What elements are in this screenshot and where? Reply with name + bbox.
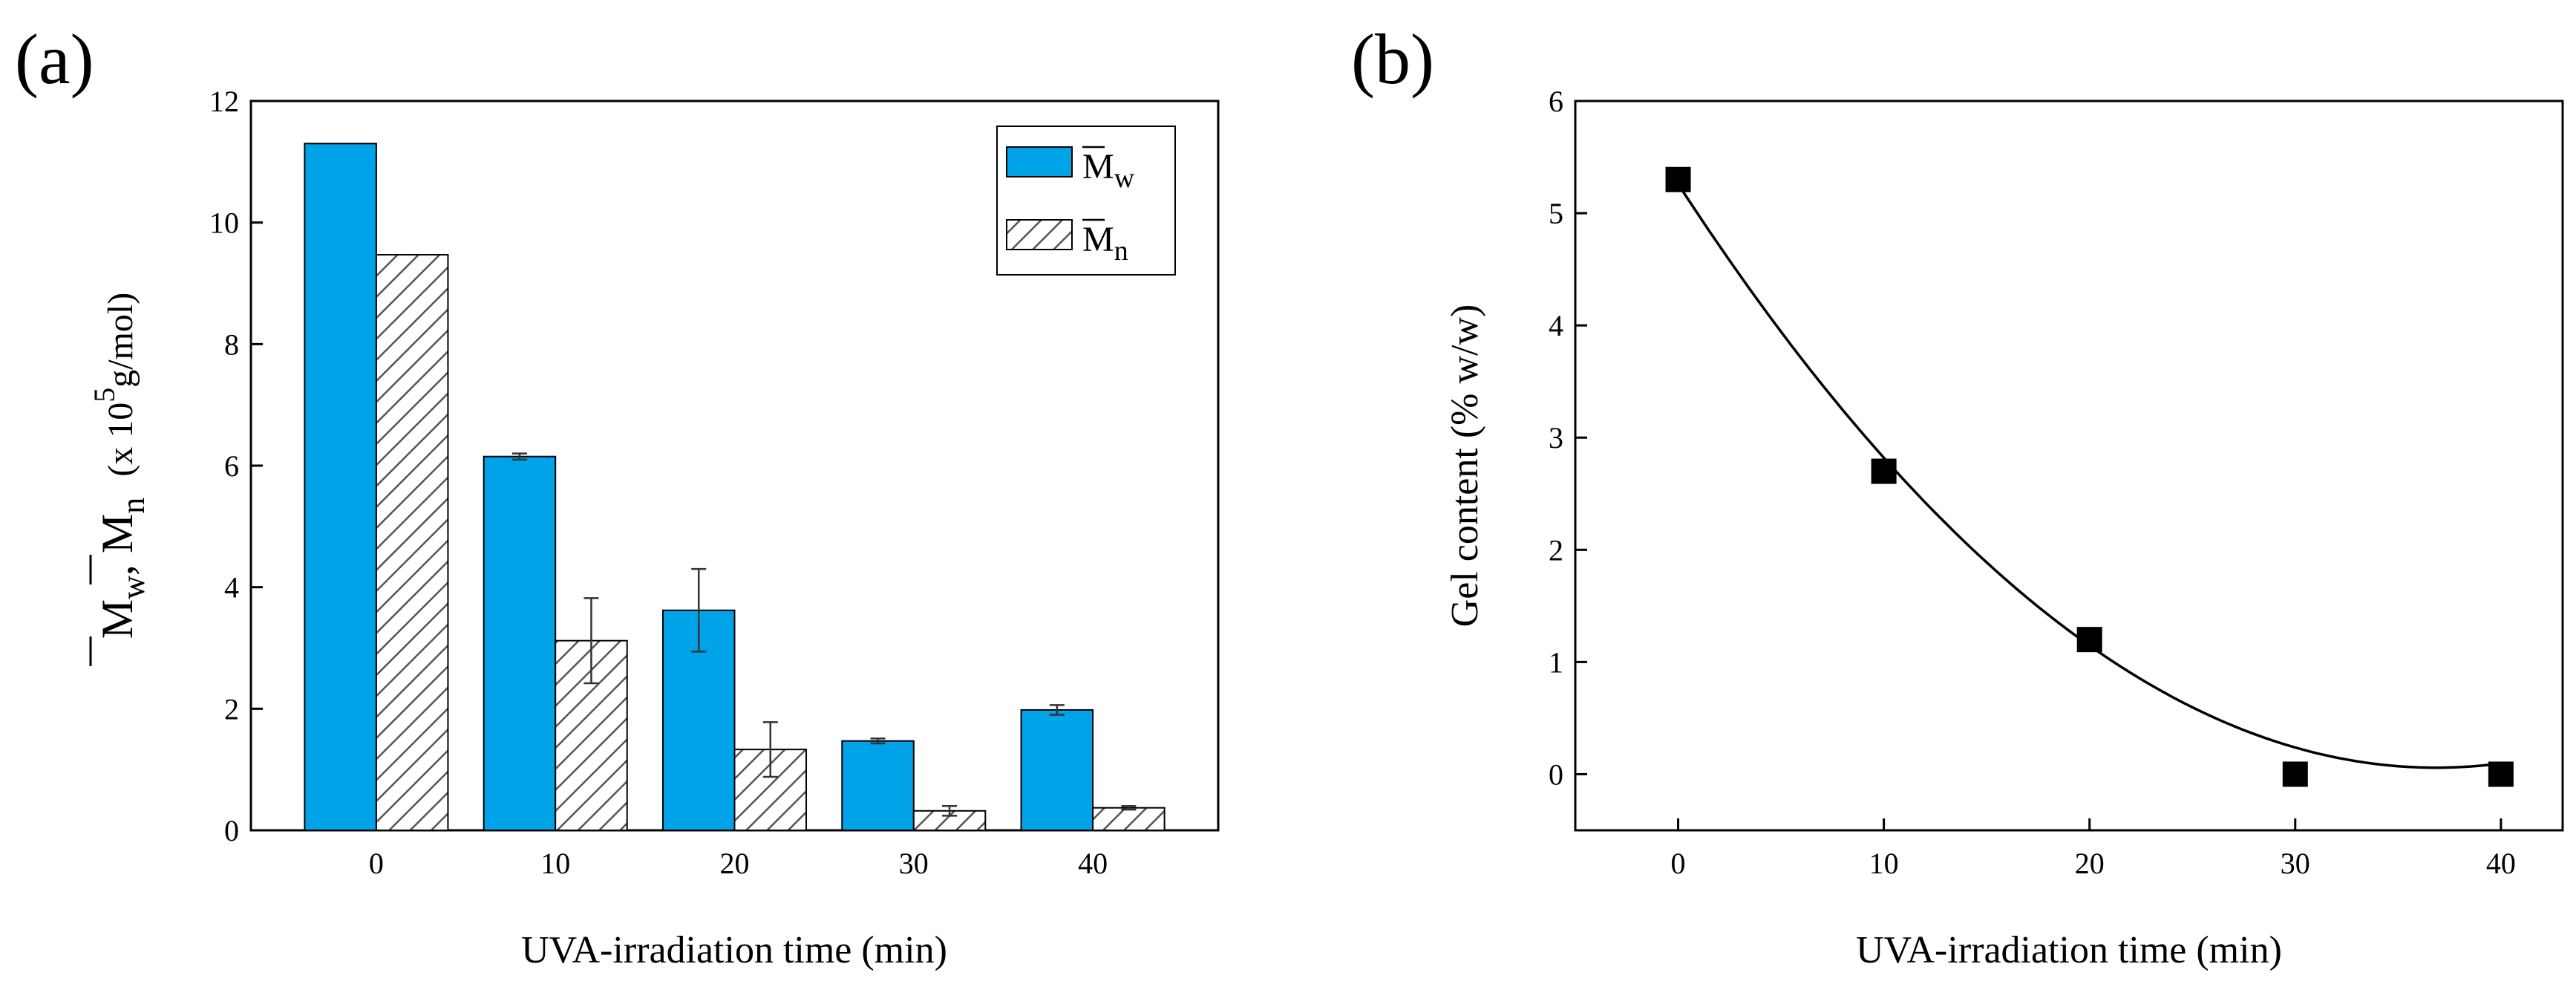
- legend-label-mw: Mw: [1082, 147, 1135, 194]
- bar-mn: [375, 254, 449, 831]
- y-ticks-a: 0 2 4 6 8 10 12: [209, 85, 263, 847]
- bar-mw: [304, 143, 377, 832]
- bar-mw: [483, 455, 557, 831]
- x-tick-label-b: 40: [2486, 847, 2516, 880]
- x-tick-label-a: 30: [899, 847, 929, 880]
- fit-curve-b: [1677, 183, 2502, 769]
- y-axis-title-a: Mw, Mn(x 105g/mol): [88, 293, 151, 666]
- x-tick-label-b: 30: [2281, 847, 2310, 880]
- x-ticks-a: 0 10 20 30 40: [369, 818, 1108, 880]
- bar-mn: [1092, 807, 1166, 832]
- y-tick-label-b: 3: [1549, 421, 1563, 455]
- legend-swatch-mw: [1006, 146, 1073, 177]
- x-ticks-b: 0 10 20 30 40: [1671, 818, 2516, 880]
- bar-mw: [1020, 709, 1094, 831]
- y-tick-label-a: 6: [224, 449, 239, 483]
- y-tick-label-b: 1: [1549, 645, 1563, 679]
- y-tick-label-b: 6: [1549, 85, 1563, 118]
- chart-b: (b) 0 1 2 3 4 5 6 0 10 20 30 40 UVA-irradiation ti…: [1351, 19, 2564, 971]
- y-tick-label-a: 2: [224, 692, 239, 726]
- y-tick-label-b: 4: [1549, 309, 1563, 342]
- panel-label-b: (b): [1351, 19, 1434, 99]
- y-tick-label-b: 5: [1549, 197, 1563, 230]
- points-b: [1665, 166, 2514, 787]
- y-tick-label-a: 10: [209, 206, 239, 240]
- y-axis-title-b: Gel content (% w/w): [1444, 304, 1486, 628]
- x-tick-label-b: 10: [1869, 847, 1899, 880]
- y-ticks-b: 0 1 2 3 4 5 6: [1549, 85, 1587, 791]
- x-tick-label-a: 0: [369, 847, 384, 880]
- y-tick-label-b: 0: [1549, 758, 1563, 791]
- data-point-b: [2488, 761, 2514, 787]
- x-axis-title-a: UVA-irradiation time (min): [521, 929, 947, 971]
- y-tick-label-a: 12: [209, 85, 239, 118]
- chart-a: (a) 0 2 4 6 8 10 12 0 10 20 30 40 Mw Mn UVA-irradi…: [15, 19, 1220, 971]
- y-tick-label-a: 8: [224, 328, 239, 361]
- x-tick-label-a: 10: [540, 847, 570, 880]
- x-tick-label-b: 0: [1671, 847, 1686, 880]
- legend-label-mn: Mn: [1082, 220, 1128, 267]
- legend-a: Mw Mn: [996, 126, 1176, 276]
- y-tick-label-b: 2: [1549, 533, 1563, 567]
- bars-a: [304, 143, 1166, 832]
- x-tick-label-a: 40: [1078, 847, 1108, 880]
- bar-mw: [841, 740, 915, 832]
- y-tick-label-a: 0: [224, 814, 239, 847]
- data-point-b: [1871, 458, 1897, 484]
- svg-text:Mw, Mn(x 105g/mol): Mw, Mn(x 105g/mol): [88, 293, 151, 639]
- legend-swatch-mn: [1006, 219, 1073, 250]
- data-point-b: [2076, 627, 2102, 653]
- panel-label-a: (a): [15, 19, 94, 99]
- x-axis-title-b: UVA-irradiation time (min): [1856, 929, 2282, 971]
- plot-frame-b: [1574, 100, 2564, 832]
- y-tick-label-a: 4: [224, 571, 239, 605]
- data-point-b: [2282, 761, 2308, 787]
- x-tick-label-a: 20: [720, 847, 750, 880]
- data-point-b: [1665, 166, 1691, 192]
- x-tick-label-b: 20: [2075, 847, 2105, 880]
